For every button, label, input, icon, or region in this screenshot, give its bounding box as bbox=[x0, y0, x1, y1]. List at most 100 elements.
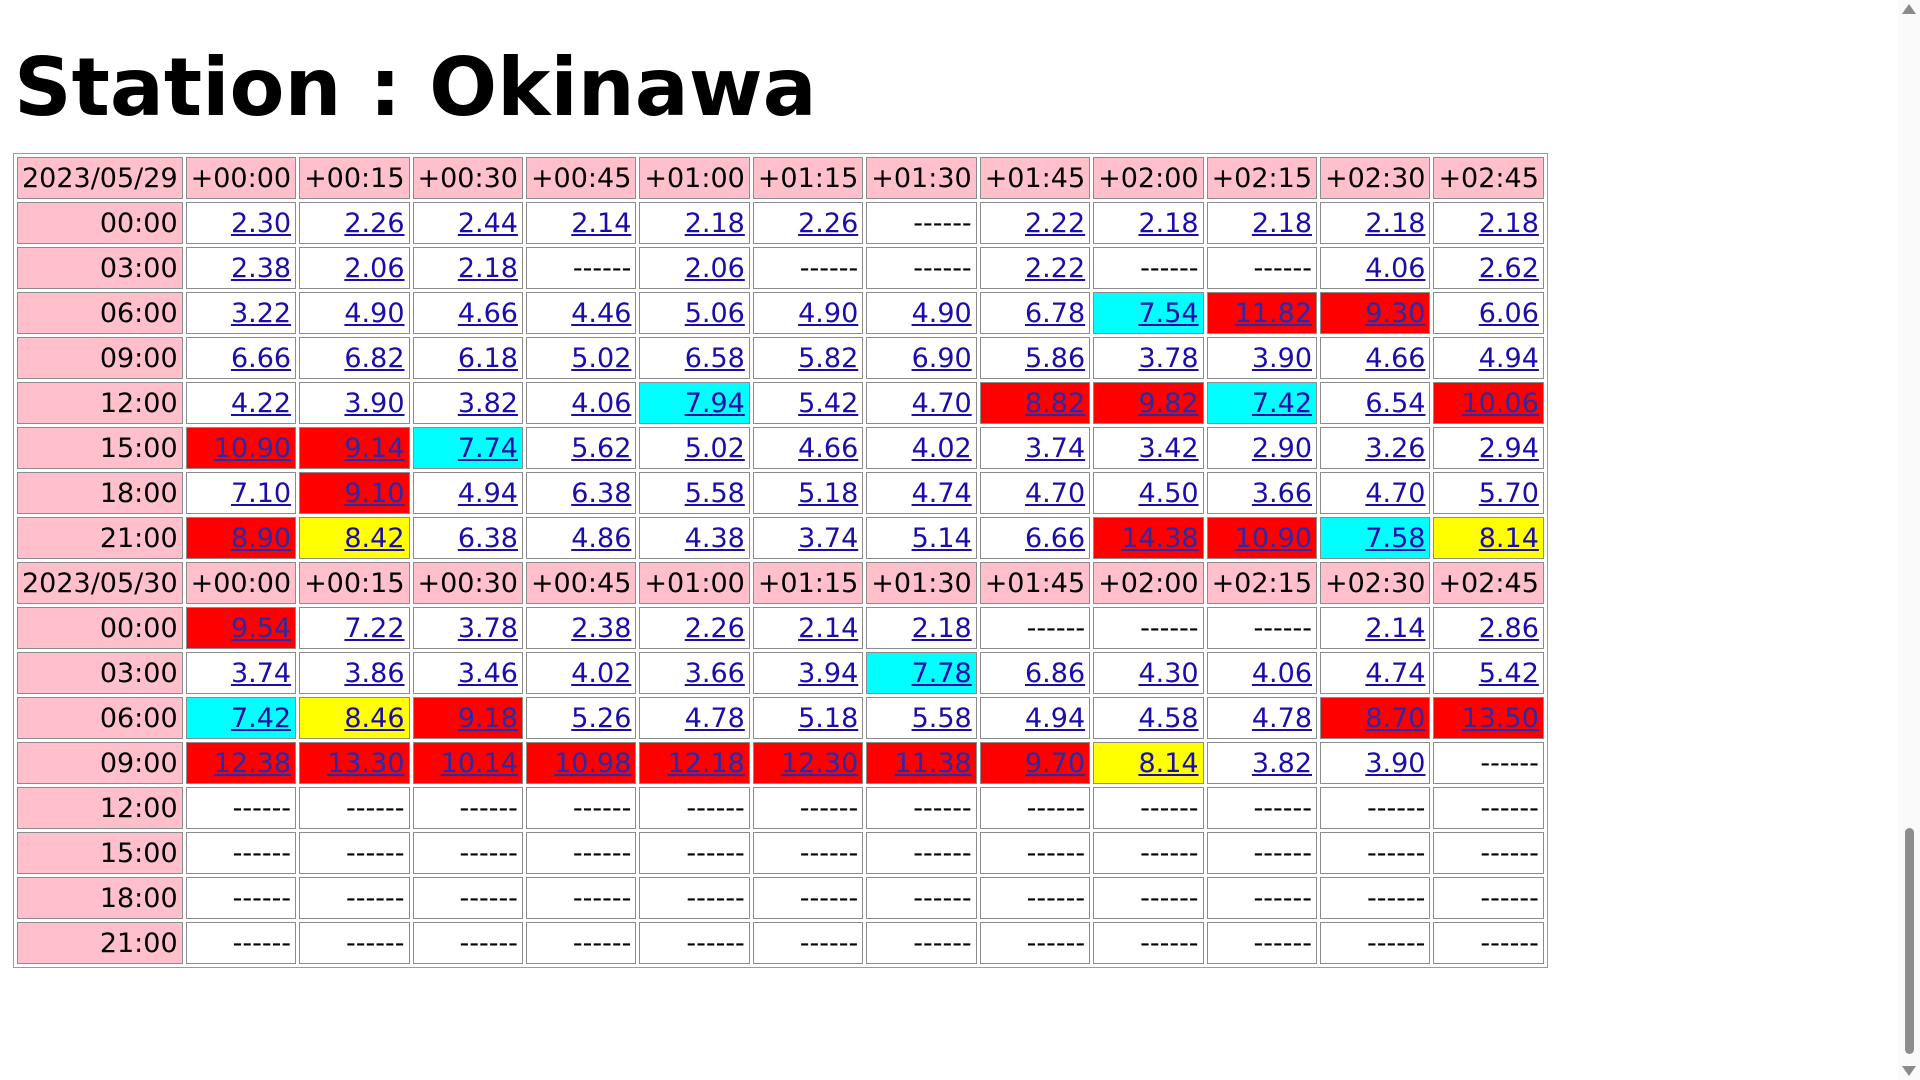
value-link[interactable]: 10.06 bbox=[1461, 387, 1539, 419]
value-link[interactable]: 3.22 bbox=[230, 297, 292, 329]
value-link[interactable]: 4.38 bbox=[684, 522, 745, 554]
value-link[interactable]: 9.18 bbox=[457, 702, 518, 734]
value-link[interactable]: 7.58 bbox=[1365, 522, 1426, 554]
value-link[interactable]: 7.74 bbox=[457, 432, 518, 464]
value-link[interactable]: 5.18 bbox=[798, 702, 859, 734]
value-link[interactable]: 9.54 bbox=[230, 612, 292, 644]
value-link[interactable]: 12.38 bbox=[213, 747, 292, 779]
value-link[interactable]: 2.94 bbox=[1478, 432, 1539, 464]
value-link[interactable]: 6.66 bbox=[1025, 522, 1086, 554]
value-link[interactable]: 7.42 bbox=[1251, 387, 1312, 419]
value-link[interactable]: 6.54 bbox=[1365, 387, 1426, 419]
value-link[interactable]: 3.90 bbox=[344, 387, 405, 419]
value-link[interactable]: 3.74 bbox=[230, 657, 292, 689]
value-link[interactable]: 4.90 bbox=[344, 297, 405, 329]
value-link[interactable]: 4.94 bbox=[1478, 342, 1539, 374]
value-link[interactable]: 4.74 bbox=[1365, 657, 1426, 689]
value-link[interactable]: 2.06 bbox=[344, 252, 405, 284]
scrollbar-thumb[interactable] bbox=[1905, 828, 1914, 1054]
value-link[interactable]: 3.42 bbox=[1138, 432, 1199, 464]
value-link[interactable]: 11.38 bbox=[894, 747, 972, 779]
value-link[interactable]: 9.70 bbox=[1025, 747, 1086, 779]
value-link[interactable]: 2.30 bbox=[230, 207, 292, 239]
value-link[interactable]: 2.18 bbox=[457, 252, 518, 284]
value-link[interactable]: 4.70 bbox=[911, 387, 972, 419]
value-link[interactable]: 2.18 bbox=[911, 612, 972, 644]
value-link[interactable]: 3.74 bbox=[798, 522, 859, 554]
value-link[interactable]: 4.94 bbox=[457, 477, 518, 509]
value-link[interactable]: 10.98 bbox=[554, 747, 632, 779]
value-link[interactable]: 8.70 bbox=[1365, 702, 1426, 734]
value-link[interactable]: 8.14 bbox=[1478, 522, 1539, 554]
value-link[interactable]: 3.90 bbox=[1365, 747, 1426, 779]
value-link[interactable]: 2.62 bbox=[1478, 252, 1539, 284]
value-link[interactable]: 4.22 bbox=[230, 387, 292, 419]
value-link[interactable]: 4.94 bbox=[1025, 702, 1086, 734]
value-link[interactable]: 2.18 bbox=[1251, 207, 1312, 239]
value-link[interactable]: 6.18 bbox=[457, 342, 518, 374]
value-link[interactable]: 2.44 bbox=[457, 207, 518, 239]
value-link[interactable]: 2.06 bbox=[684, 252, 745, 284]
value-link[interactable]: 2.38 bbox=[230, 252, 292, 284]
value-link[interactable]: 13.30 bbox=[327, 747, 405, 779]
value-link[interactable]: 8.90 bbox=[230, 522, 292, 554]
value-link[interactable]: 3.78 bbox=[457, 612, 518, 644]
value-link[interactable]: 3.26 bbox=[1365, 432, 1426, 464]
value-link[interactable]: 10.14 bbox=[440, 747, 518, 779]
value-link[interactable]: 2.18 bbox=[1478, 207, 1539, 239]
value-link[interactable]: 6.06 bbox=[1478, 297, 1539, 329]
value-link[interactable]: 5.02 bbox=[684, 432, 745, 464]
value-link[interactable]: 2.90 bbox=[1251, 432, 1312, 464]
value-link[interactable]: 10.90 bbox=[213, 432, 292, 464]
value-link[interactable]: 6.90 bbox=[911, 342, 972, 374]
value-link[interactable]: 5.70 bbox=[1478, 477, 1539, 509]
value-link[interactable]: 2.86 bbox=[1478, 612, 1539, 644]
scroll-up-arrow-icon[interactable] bbox=[1902, 4, 1916, 14]
value-link[interactable]: 5.86 bbox=[1025, 342, 1086, 374]
value-link[interactable]: 2.22 bbox=[1025, 252, 1086, 284]
value-link[interactable]: 5.26 bbox=[571, 702, 632, 734]
value-link[interactable]: 4.86 bbox=[571, 522, 632, 554]
value-link[interactable]: 4.30 bbox=[1138, 657, 1199, 689]
value-link[interactable]: 4.06 bbox=[1365, 252, 1426, 284]
value-link[interactable]: 4.02 bbox=[571, 657, 632, 689]
value-link[interactable]: 9.10 bbox=[344, 477, 405, 509]
value-link[interactable]: 3.46 bbox=[457, 657, 518, 689]
value-link[interactable]: 2.26 bbox=[344, 207, 405, 239]
value-link[interactable]: 11.82 bbox=[1234, 297, 1312, 329]
value-link[interactable]: 6.82 bbox=[344, 342, 405, 374]
value-link[interactable]: 4.66 bbox=[798, 432, 859, 464]
value-link[interactable]: 2.38 bbox=[571, 612, 632, 644]
value-link[interactable]: 4.66 bbox=[1365, 342, 1426, 374]
value-link[interactable]: 9.14 bbox=[344, 432, 405, 464]
value-link[interactable]: 4.90 bbox=[911, 297, 972, 329]
value-link[interactable]: 4.78 bbox=[684, 702, 745, 734]
value-link[interactable]: 4.02 bbox=[911, 432, 972, 464]
value-link[interactable]: 7.42 bbox=[230, 702, 292, 734]
value-link[interactable]: 2.18 bbox=[1138, 207, 1199, 239]
value-link[interactable]: 7.78 bbox=[911, 657, 972, 689]
value-link[interactable]: 2.18 bbox=[1365, 207, 1426, 239]
value-link[interactable]: 6.86 bbox=[1025, 657, 1086, 689]
value-link[interactable]: 5.06 bbox=[684, 297, 745, 329]
value-link[interactable]: 4.06 bbox=[1251, 657, 1312, 689]
value-link[interactable]: 4.90 bbox=[798, 297, 859, 329]
value-link[interactable]: 3.66 bbox=[684, 657, 745, 689]
value-link[interactable]: 13.50 bbox=[1461, 702, 1539, 734]
value-link[interactable]: 6.58 bbox=[684, 342, 745, 374]
value-link[interactable]: 5.42 bbox=[798, 387, 859, 419]
value-link[interactable]: 14.38 bbox=[1121, 522, 1199, 554]
value-link[interactable]: 6.38 bbox=[571, 477, 632, 509]
value-link[interactable]: 9.82 bbox=[1138, 387, 1199, 419]
value-link[interactable]: 4.74 bbox=[911, 477, 972, 509]
value-link[interactable]: 7.94 bbox=[684, 387, 745, 419]
value-link[interactable]: 3.74 bbox=[1025, 432, 1086, 464]
value-link[interactable]: 5.58 bbox=[911, 702, 972, 734]
value-link[interactable]: 4.70 bbox=[1025, 477, 1086, 509]
value-link[interactable]: 8.82 bbox=[1025, 387, 1086, 419]
value-link[interactable]: 5.02 bbox=[571, 342, 632, 374]
value-link[interactable]: 4.70 bbox=[1365, 477, 1426, 509]
value-link[interactable]: 4.06 bbox=[571, 387, 632, 419]
vertical-scrollbar[interactable] bbox=[1898, 0, 1920, 1080]
value-link[interactable]: 3.90 bbox=[1251, 342, 1312, 374]
